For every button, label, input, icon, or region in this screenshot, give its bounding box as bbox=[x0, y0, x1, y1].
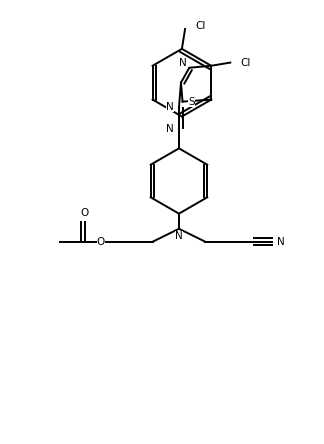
Text: N: N bbox=[166, 124, 174, 134]
Text: N: N bbox=[179, 58, 187, 68]
Text: N: N bbox=[166, 103, 174, 112]
Text: O: O bbox=[97, 237, 105, 246]
Text: N: N bbox=[175, 231, 183, 241]
Text: Cl: Cl bbox=[240, 58, 251, 67]
Text: S: S bbox=[188, 97, 195, 107]
Text: Cl: Cl bbox=[195, 21, 205, 31]
Text: N: N bbox=[277, 237, 285, 246]
Text: O: O bbox=[80, 208, 89, 218]
